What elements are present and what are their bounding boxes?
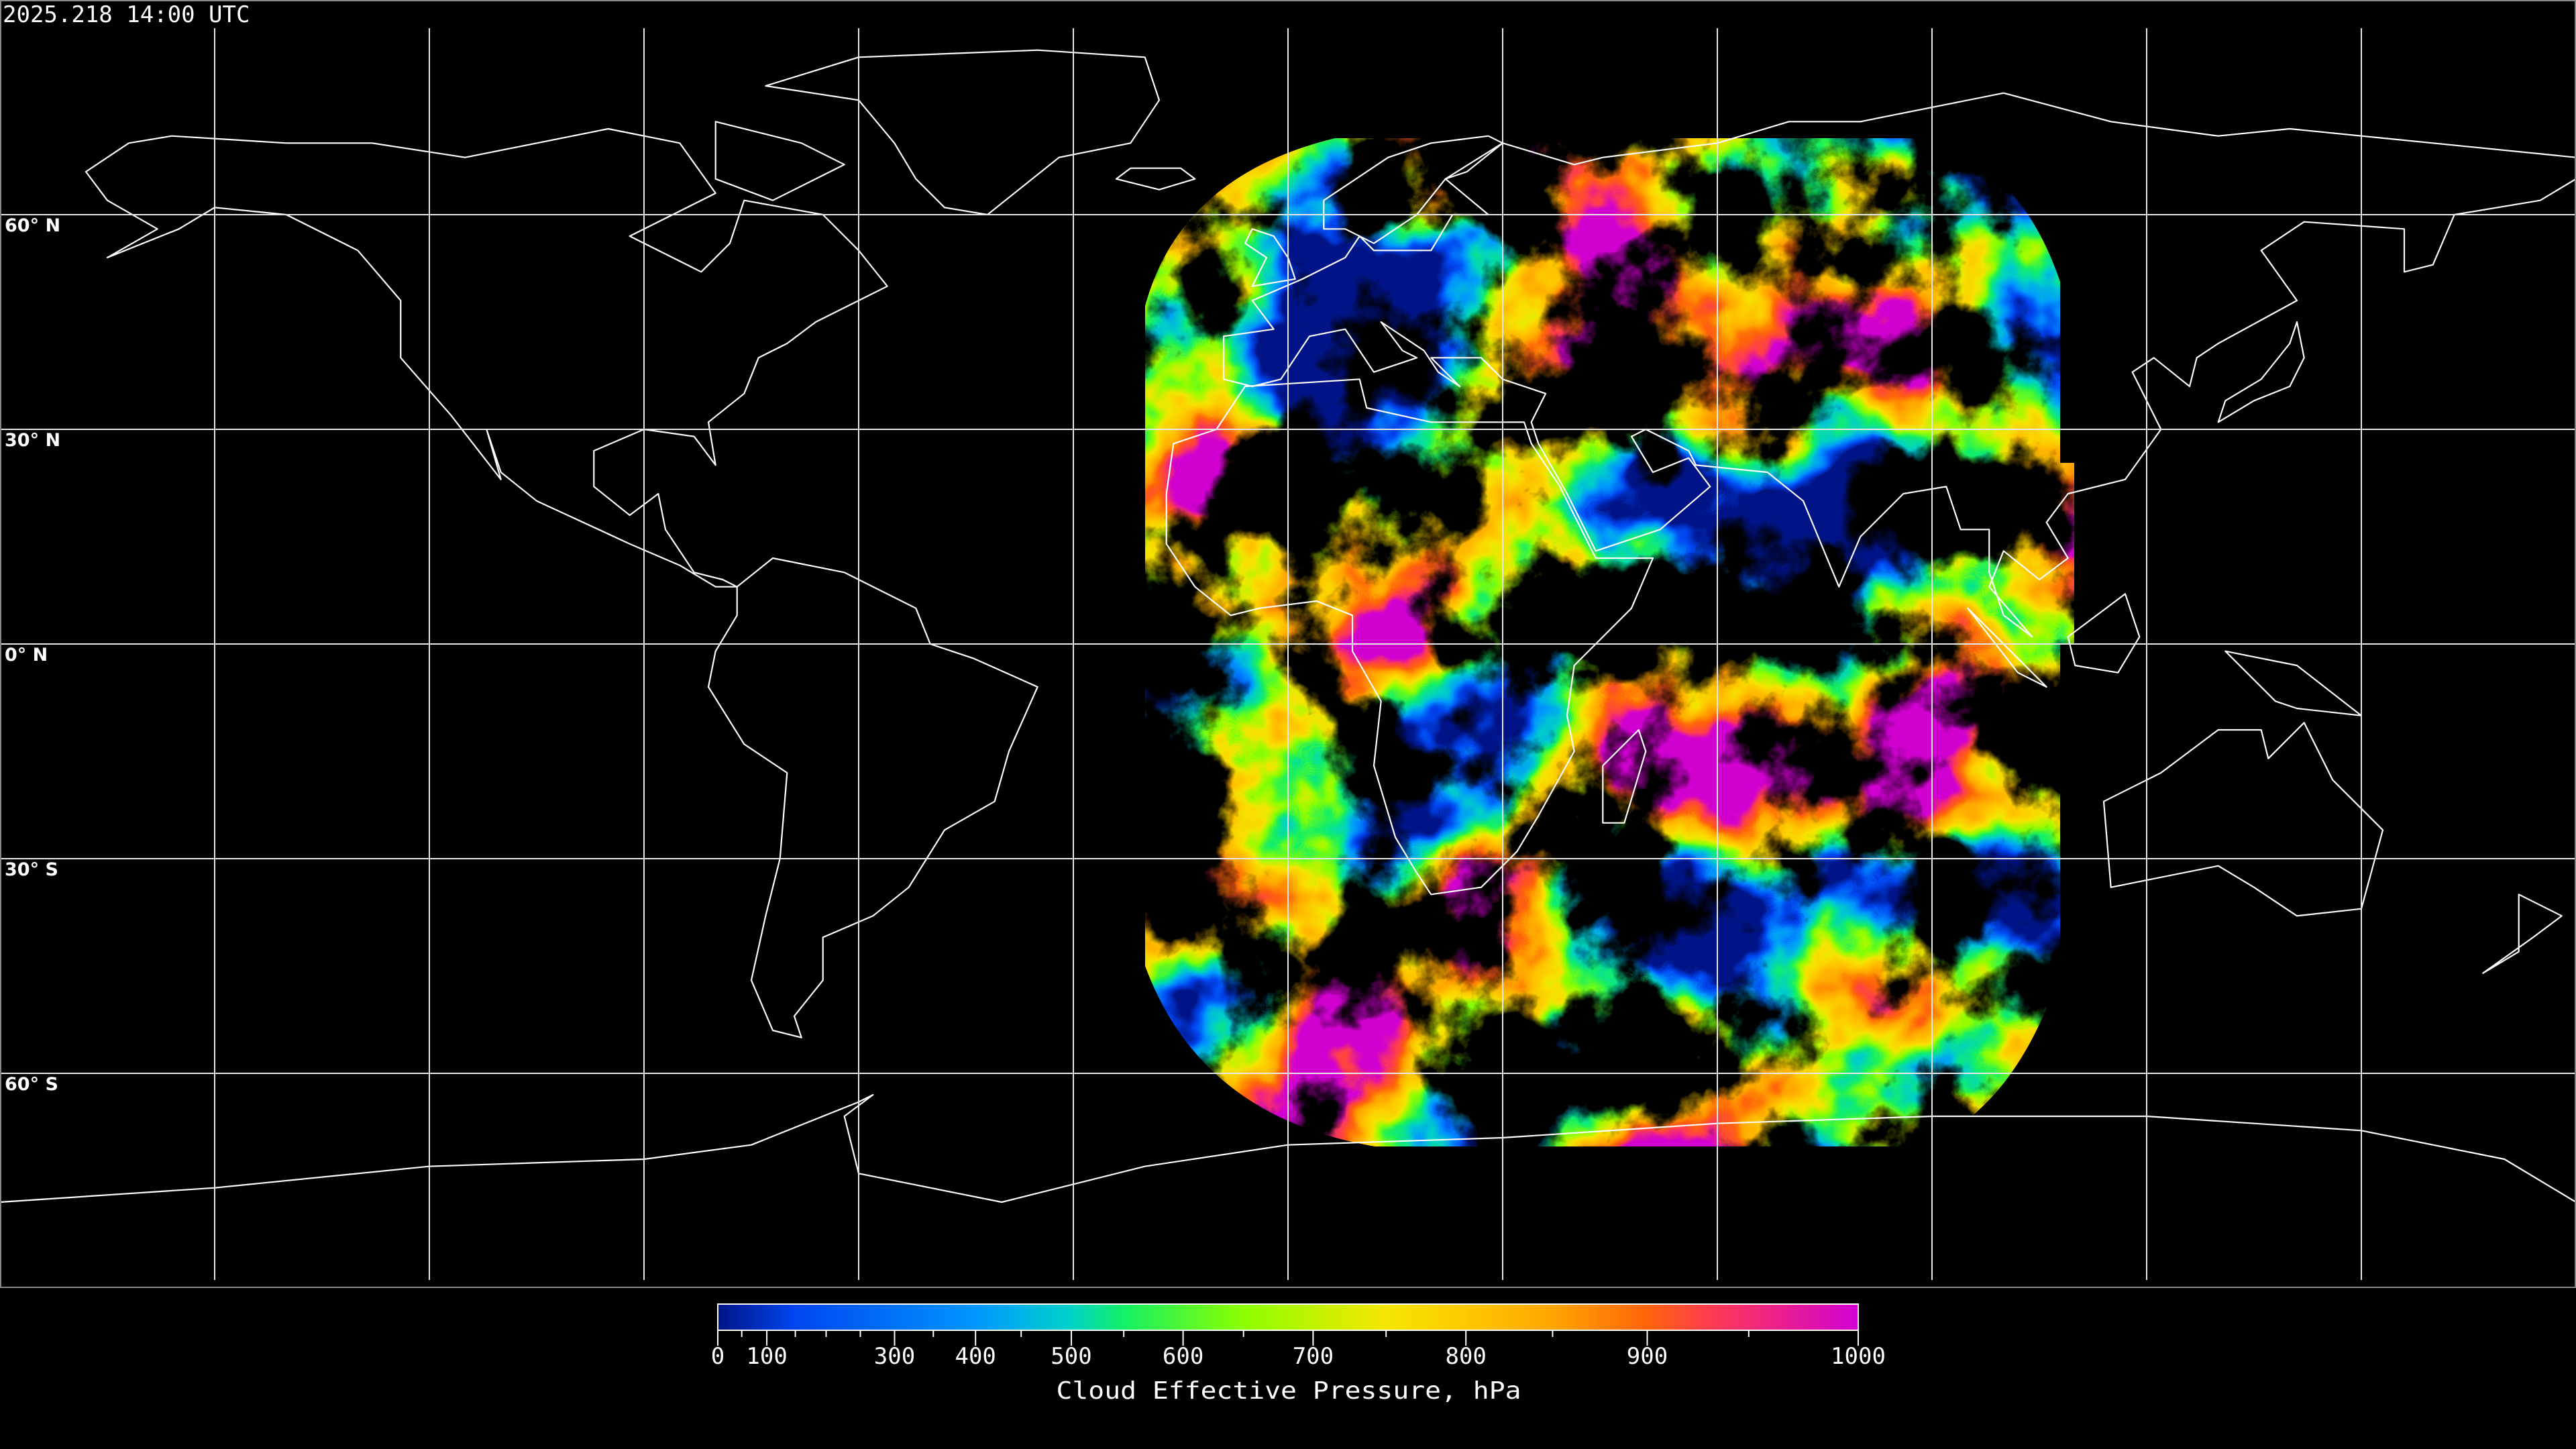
coastline-new-zealand (2482, 894, 2563, 974)
colorbar-tick-label: 500 (1051, 1343, 1091, 1370)
colorbar-label: Cloud Effective Pressure, hPa (1057, 1377, 1521, 1405)
colorbar-gradient (717, 1303, 1859, 1331)
coastline-eurasia (1222, 92, 2576, 638)
lat-label-equator: 0° N (5, 645, 48, 665)
colorbar-tick-label: 900 (1627, 1343, 1668, 1370)
coastline-japan (2217, 321, 2305, 423)
latitude-labels: 60° N 30° N 0° N 30° S 60° S (5, 215, 60, 1095)
colorbar-tick-label: 100 (746, 1343, 787, 1370)
coastline-africa (1165, 378, 1654, 896)
lat-label-60s: 60° S (5, 1074, 58, 1095)
coastline-north-america (85, 127, 888, 588)
coastline-sumatra (1967, 607, 2047, 688)
satellite-cloud-pressure-image (1145, 138, 2074, 1146)
colorbar-ticks: 0 100 300 400 500 600 700 800 900 1000 (711, 1330, 1886, 1370)
coastline-baffin-island (714, 121, 845, 201)
coastline-south-america (707, 557, 1038, 1038)
coastline-iceland (1115, 167, 1196, 191)
colorbar: 0 100 300 400 500 600 700 800 900 1000 Cloud Effe… (711, 1303, 1886, 1405)
map-panel[interactable]: 60° N 30° N 0° N 30° S 60° S (0, 28, 2576, 1280)
colorbar-tick-label: 400 (955, 1343, 996, 1370)
colorbar-tick-label: 600 (1163, 1343, 1203, 1370)
colorbar-tick-label: 0 (711, 1343, 724, 1370)
coastline-australia (2102, 722, 2384, 917)
colorbar-tick-label: 300 (874, 1343, 915, 1370)
lat-label-30s: 30° S (5, 859, 58, 880)
coastline-greenland (765, 49, 1161, 216)
coastline-great-britain (1244, 228, 1296, 287)
timestamp: 2025.218 14:00 UTC (3, 1, 250, 28)
lat-label-60n: 60° N (5, 215, 60, 236)
coastline-new-guinea (2224, 650, 2363, 716)
coastline-madagascar (1602, 729, 1647, 824)
colorbar-tick-label: 1000 (1831, 1343, 1886, 1370)
graticule (0, 28, 2576, 1280)
colorbar-tick-label: 700 (1293, 1343, 1334, 1370)
map-frame (0, 0, 2576, 1288)
colorbar-tick-label: 800 (1445, 1343, 1486, 1370)
coastline-borneo (2067, 593, 2141, 674)
lat-label-30n: 30° N (5, 430, 60, 451)
